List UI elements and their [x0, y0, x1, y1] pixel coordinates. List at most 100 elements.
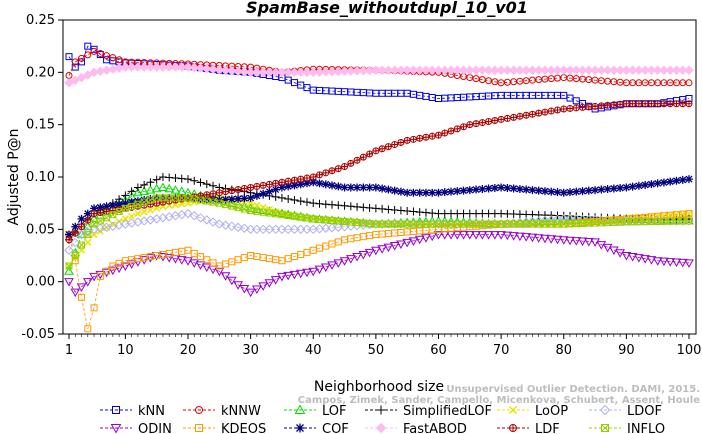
triangle-marker — [64, 266, 74, 275]
asterisk-marker — [65, 230, 73, 239]
circle-plus-marker-cross — [579, 104, 586, 111]
diamond-marker — [508, 65, 519, 75]
diamond-marker — [540, 65, 550, 75]
triangle-marker — [294, 404, 306, 414]
series-layer — [64, 42, 694, 333]
triangle-down-marker — [421, 234, 431, 243]
diamond-marker — [239, 223, 250, 233]
triangle-down-marker — [295, 269, 306, 279]
triangle-down-marker — [508, 232, 519, 241]
x-square-marker-cross — [316, 216, 323, 223]
circle-plus-marker-cross — [97, 209, 104, 216]
x-square-marker-cross — [466, 220, 474, 228]
diamond-marker — [245, 224, 256, 235]
plus-marker — [202, 180, 211, 189]
triangle-down-marker — [577, 237, 588, 247]
square-marker — [685, 210, 693, 218]
circle-plus-marker-cross — [197, 192, 204, 199]
x-square-marker-cross — [385, 220, 392, 228]
circle-plus-marker-cross — [466, 121, 473, 128]
x-square-marker-cross — [259, 208, 267, 216]
x-square-marker-cross — [410, 220, 417, 228]
asterisk-marker — [659, 178, 668, 187]
x-square-marker-cross — [291, 213, 298, 220]
x-square-marker-cross — [504, 220, 511, 228]
cross-marker — [140, 208, 148, 216]
diamond-marker — [308, 67, 318, 78]
square-marker — [65, 53, 73, 61]
diamond-marker — [446, 65, 456, 75]
asterisk-marker — [428, 188, 437, 197]
triangle-down-marker — [320, 263, 331, 273]
legend-label: COF — [322, 422, 349, 434]
x-square-marker-cross — [497, 220, 505, 228]
square-marker — [284, 255, 292, 263]
diamond-marker — [189, 62, 199, 73]
triangle-down-marker — [483, 231, 494, 240]
diamond-marker — [195, 63, 206, 73]
cross-marker — [253, 201, 261, 209]
x-square-marker-cross — [422, 220, 430, 228]
asterisk-marker — [359, 183, 368, 192]
circle-marker — [78, 54, 86, 62]
x-square-marker-cross — [572, 220, 580, 228]
circle-plus-marker-cross — [435, 132, 442, 139]
circle-plus-marker-cross — [510, 114, 517, 121]
x-tick-label: 70 — [493, 343, 510, 358]
asterisk-marker — [115, 200, 124, 209]
series-inflo — [65, 194, 693, 270]
x-square-marker-cross — [215, 199, 223, 207]
asterisk-marker — [340, 183, 349, 192]
plus-marker — [390, 205, 399, 214]
triangle-down-marker — [565, 236, 575, 246]
asterisk-marker — [465, 186, 474, 195]
x-square-marker-cross — [601, 424, 609, 432]
diamond-marker — [64, 78, 74, 88]
circle-plus-marker-cross — [291, 177, 298, 184]
diamond-marker — [652, 65, 663, 75]
diamond-marker — [577, 65, 588, 75]
x-square-marker-cross — [666, 217, 674, 225]
triangle-down-marker — [546, 235, 557, 244]
diamond-marker — [521, 65, 531, 75]
asterisk-marker — [572, 187, 581, 196]
circle-plus-marker-cross — [272, 180, 279, 187]
x-square-marker-cross — [635, 218, 643, 226]
asterisk-marker — [290, 181, 299, 190]
asterisk-marker — [90, 204, 99, 213]
triangle-marker — [82, 221, 93, 231]
asterisk-marker — [434, 188, 443, 197]
plus-marker — [403, 207, 412, 216]
diamond-marker — [296, 67, 306, 78]
plus-marker — [396, 206, 405, 215]
y-tick-label: 0.25 — [26, 13, 55, 28]
x-tick-label: 50 — [368, 343, 385, 358]
diamond-marker — [527, 65, 538, 75]
circle-plus-marker-cross — [554, 107, 561, 114]
triangle-down-marker — [327, 261, 337, 270]
asterisk-marker — [315, 179, 324, 188]
diamond-marker — [477, 65, 488, 75]
x-square-marker-cross — [71, 252, 79, 259]
triangle-down-marker — [176, 256, 187, 265]
circle-plus-marker-cross — [448, 127, 455, 134]
series-odin — [64, 231, 694, 298]
cross-marker — [90, 231, 98, 239]
x-square-marker — [601, 424, 609, 432]
square-marker — [90, 304, 98, 312]
triangle-marker — [158, 182, 168, 191]
asterisk-marker — [472, 185, 481, 194]
triangle-down-marker — [82, 278, 93, 287]
square-marker — [71, 63, 79, 71]
diamond-marker — [684, 65, 694, 75]
triangle-down-marker — [471, 231, 481, 240]
diamond-marker — [352, 66, 362, 76]
asterisk-marker — [309, 178, 318, 187]
triangle-down-marker — [226, 276, 237, 286]
x-square-marker-cross — [347, 218, 355, 226]
cross-marker — [109, 220, 117, 228]
legend-label: KDEOS — [221, 422, 266, 434]
x-square-marker-cross — [334, 217, 342, 225]
asterisk-marker — [515, 185, 524, 194]
plus-marker — [290, 196, 299, 205]
